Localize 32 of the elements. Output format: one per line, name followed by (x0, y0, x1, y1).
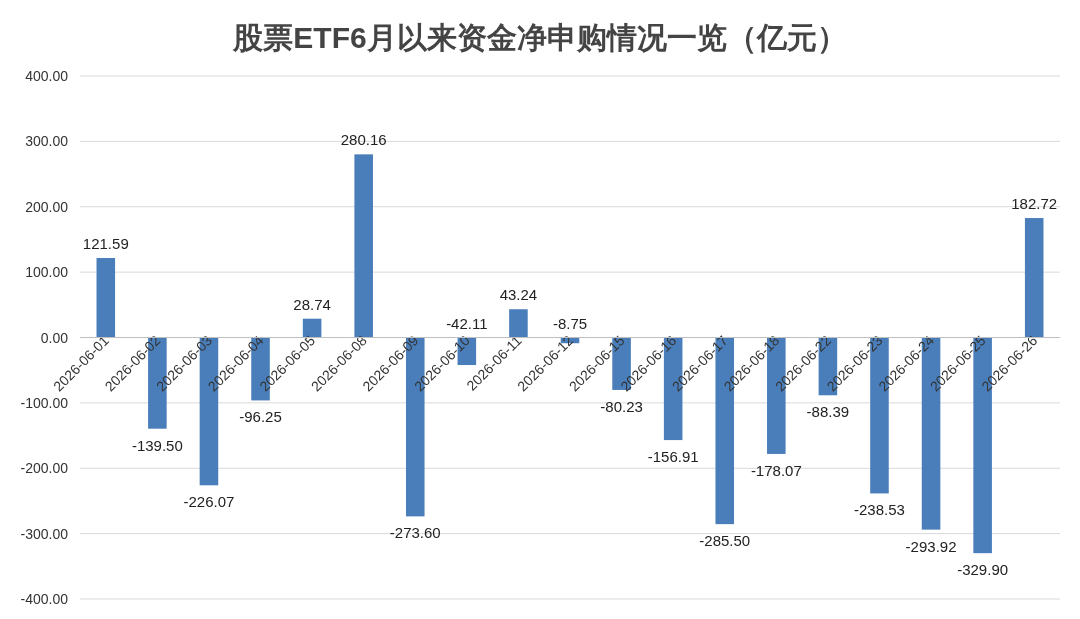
data-label: 182.72 (1011, 195, 1058, 213)
bar (96, 258, 116, 338)
y-tick-label: 200.00 (25, 198, 69, 215)
y-tick-label: 400.00 (25, 68, 69, 84)
data-label: -8.75 (552, 314, 588, 332)
bar (354, 154, 373, 338)
data-label: 43.24 (499, 286, 538, 304)
data-label: 280.16 (340, 131, 387, 149)
data-label: -156.91 (647, 448, 699, 466)
data-label: -139.50 (131, 436, 183, 454)
y-tick-label: -300.00 (20, 525, 69, 542)
data-label: 121.59 (82, 235, 129, 253)
data-label: -226.07 (183, 493, 235, 511)
data-label: -96.25 (239, 408, 282, 426)
data-label: -273.60 (389, 524, 441, 542)
y-tick-label: -400.00 (20, 591, 69, 607)
data-label: -178.07 (750, 461, 802, 479)
data-label: -285.50 (699, 532, 751, 550)
data-label: -329.90 (957, 561, 1009, 579)
data-label: 28.74 (293, 295, 331, 313)
data-label: -42.11 (446, 314, 488, 332)
chart-title: 股票ETF6月以来资金净申购情况一览（亿元） (232, 21, 847, 54)
data-label: -80.23 (600, 397, 643, 415)
y-tick-label: -200.00 (20, 460, 69, 477)
bar (509, 309, 528, 338)
data-label: -88.39 (806, 403, 850, 421)
data-label: -293.92 (905, 537, 957, 555)
y-tick-label: 300.00 (25, 133, 69, 150)
y-tick-label: -100.00 (20, 394, 69, 411)
y-tick-label: 100.00 (25, 264, 69, 281)
bar (1024, 218, 1044, 338)
data-label: -238.53 (854, 501, 905, 519)
